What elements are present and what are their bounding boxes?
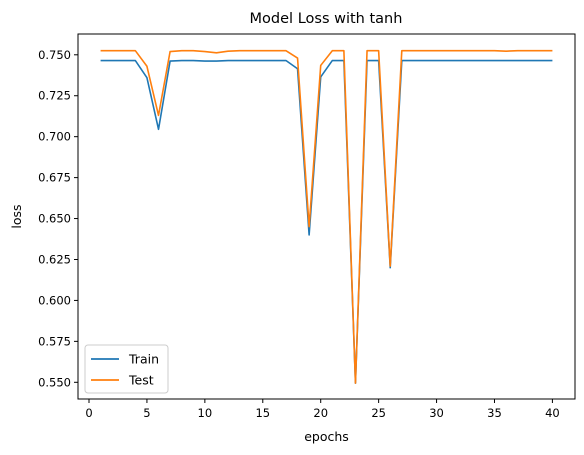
- x-tick-label: 30: [429, 406, 444, 420]
- x-tick-label: 0: [85, 406, 92, 420]
- series-layer: [100, 49, 553, 384]
- x-axis-label: epochs: [304, 429, 349, 444]
- legend-label-test: Test: [128, 373, 154, 388]
- axes-frame: [77, 33, 576, 400]
- y-tick-label: 0.650: [38, 212, 71, 226]
- x-tick-label: 20: [313, 406, 328, 420]
- x-axis: 0 5 10 15 20 25 30 35 40: [85, 399, 560, 420]
- series-line-train: [100, 59, 553, 384]
- plot-area: [77, 33, 576, 400]
- y-axis: 0.550 0.575 0.600 0.625 0.650 0.675 0.700 0.725…: [38, 48, 78, 389]
- x-tick-label: 10: [198, 406, 213, 420]
- y-tick-label: 0.750: [38, 48, 71, 62]
- x-tick-label: 15: [255, 406, 270, 420]
- y-tick-label: 0.675: [38, 171, 71, 185]
- y-axis-label: loss: [9, 204, 24, 228]
- legend-label-train: Train: [128, 352, 159, 367]
- x-tick-label: 25: [371, 406, 386, 420]
- series-line-test: [100, 49, 553, 384]
- legend-box: [84, 344, 169, 394]
- y-tick-label: 0.575: [38, 334, 71, 348]
- legend: Train Test: [84, 344, 169, 394]
- x-tick-label: 40: [545, 406, 560, 420]
- x-tick-label: 35: [487, 406, 502, 420]
- y-tick-label: 0.725: [38, 89, 71, 103]
- chart-title: Model Loss with tanh: [250, 11, 403, 27]
- y-tick-label: 0.550: [38, 375, 71, 389]
- x-tick-label: 5: [143, 406, 150, 420]
- y-tick-label: 0.600: [38, 293, 71, 307]
- y-tick-label: 0.625: [38, 252, 71, 266]
- y-tick-label: 0.700: [38, 130, 71, 144]
